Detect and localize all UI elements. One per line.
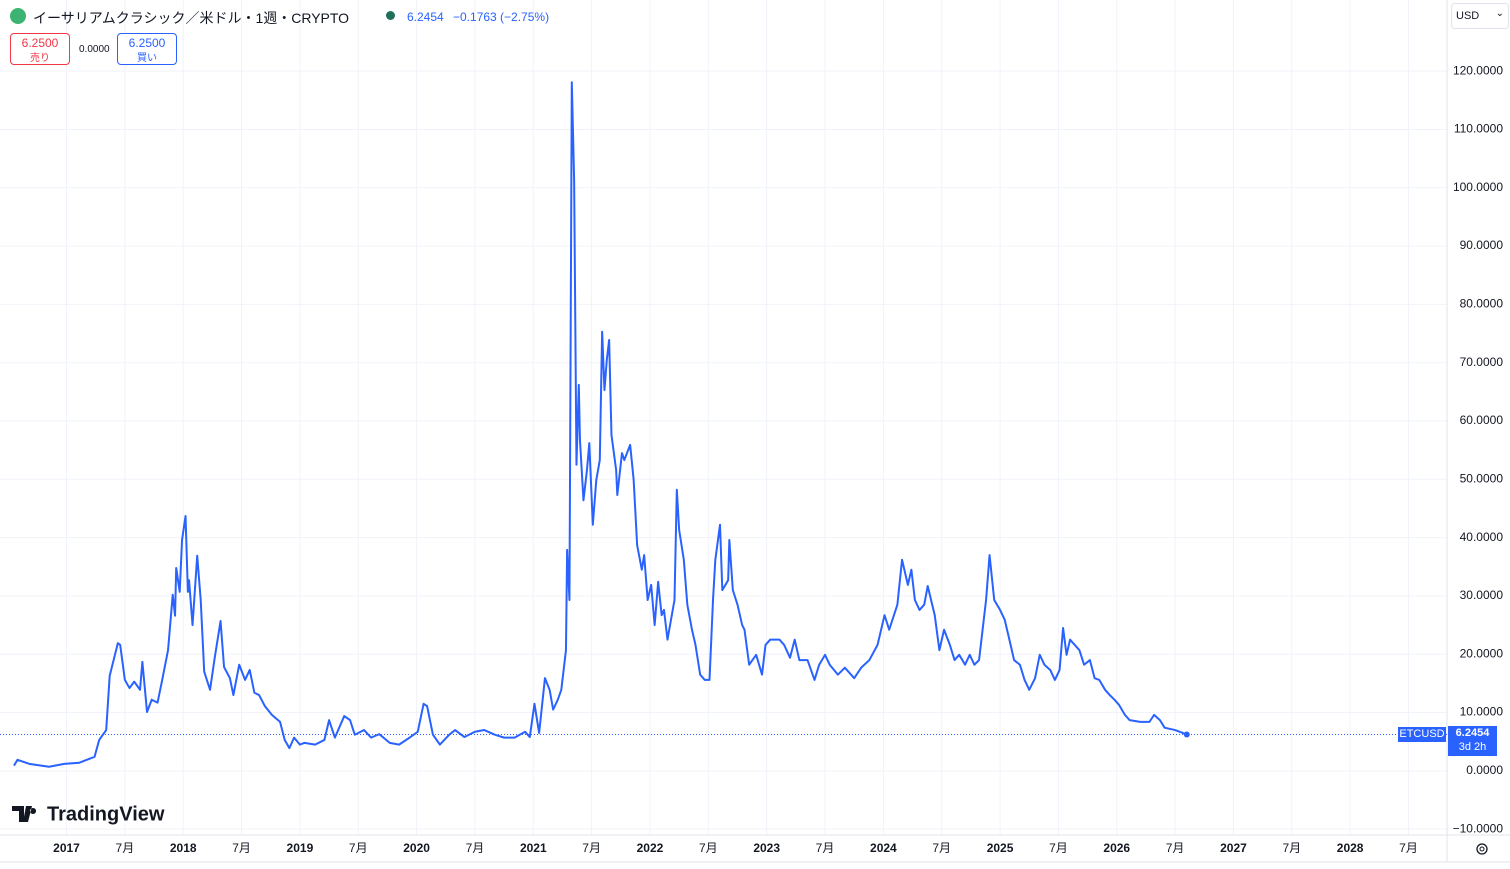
symbol-label: ETCUSD [1398,727,1446,743]
y-tick-label: 70.0000 [1460,355,1504,369]
x-tick-label: 7月 [232,841,251,855]
x-tick-label: 2021 [520,841,547,855]
x-tick-label: 7月 [1166,841,1185,855]
sell-button[interactable]: 6.2500 売り [10,33,70,65]
last-price: 6.2454 [407,10,444,24]
y-tick-label: 90.0000 [1460,238,1504,252]
x-tick-label: 7月 [466,841,485,855]
sell-label: 売り [30,53,50,64]
buy-price: 6.2500 [128,36,166,50]
buy-button[interactable]: 6.2500 買い [117,33,177,65]
logo-text: TradingView [47,803,165,825]
x-tick-label: 2018 [170,841,197,855]
y-tick-label: 50.0000 [1460,471,1504,485]
sell-price: 6.2500 [21,36,59,50]
symbol-title[interactable]: イーサリアムクラシック／米ドル・1週・CRYPTO [33,10,350,26]
dropdown-arrow: ⌄ [1495,8,1504,19]
x-tick-label: 7月 [1282,841,1301,855]
settings-icon[interactable] [1476,843,1488,855]
y-tick-label: 30.0000 [1460,588,1504,602]
last-point [1183,731,1190,738]
y-tick-label: 110.0000 [1454,122,1503,136]
x-tick-label: 2022 [637,841,664,855]
plot [0,81,1447,768]
x-tick-label: 2024 [870,841,897,855]
x-tick-label: 7月 [1399,841,1418,855]
x-tick-label: 2019 [287,841,314,855]
x-tick-label: 2027 [1220,841,1247,855]
price-change: −0.1763 (−2.75%) [453,10,550,24]
x-tick-label: 2017 [53,841,80,855]
x-tick-label: 2025 [987,841,1014,855]
currency-select[interactable]: USD ⌄ [1451,3,1509,29]
y-tick-label: 100.0000 [1453,180,1503,194]
x-tick-label: 7月 [699,841,718,855]
currency: USD [1456,10,1480,22]
y-tick-label: 40.0000 [1460,530,1504,544]
y-tick-label: 80.0000 [1460,297,1504,311]
y-tick-label: 0.0000 [1466,763,1503,777]
x-tick-label: 7月 [582,841,601,855]
y-tick-label: 10.0000 [1460,705,1504,719]
price-line [13,81,1188,768]
y-tick-label: 20.0000 [1460,646,1504,660]
grid [0,0,1447,835]
y-tick-label: −10.0000 [1453,821,1504,835]
x-tick-label: 2023 [753,841,780,855]
price-label: 6.2454 3d 2h [1448,726,1497,757]
logo: TradingView [12,803,165,825]
countdown: 3d 2h [1458,741,1487,754]
x-tick-label: 7月 [116,841,135,855]
x-tick-label: 7月 [1049,841,1068,855]
symbol-icon [10,8,26,24]
buy-label: 買い [137,53,157,64]
x-tick-label: 2020 [403,841,430,855]
market-status [386,11,395,20]
settings-icon-center [1479,846,1485,852]
x-tick-label: 2028 [1337,841,1364,855]
y-tick-label: 60.0000 [1460,413,1504,427]
axes: 120.0000 110.0000 100.0000 90.0000 80.0000 70… [53,63,1503,855]
x-tick-label: 2026 [1103,841,1130,855]
logo-icon [12,806,37,822]
x-tick-label: 7月 [349,841,368,855]
x-tick-label: 7月 [816,841,835,855]
spread: 0.0000 [79,44,110,55]
x-tick-label: 7月 [932,841,951,855]
price-label-value: 6.2454 [1455,727,1490,740]
y-tick-label: 120.0000 [1453,63,1503,77]
